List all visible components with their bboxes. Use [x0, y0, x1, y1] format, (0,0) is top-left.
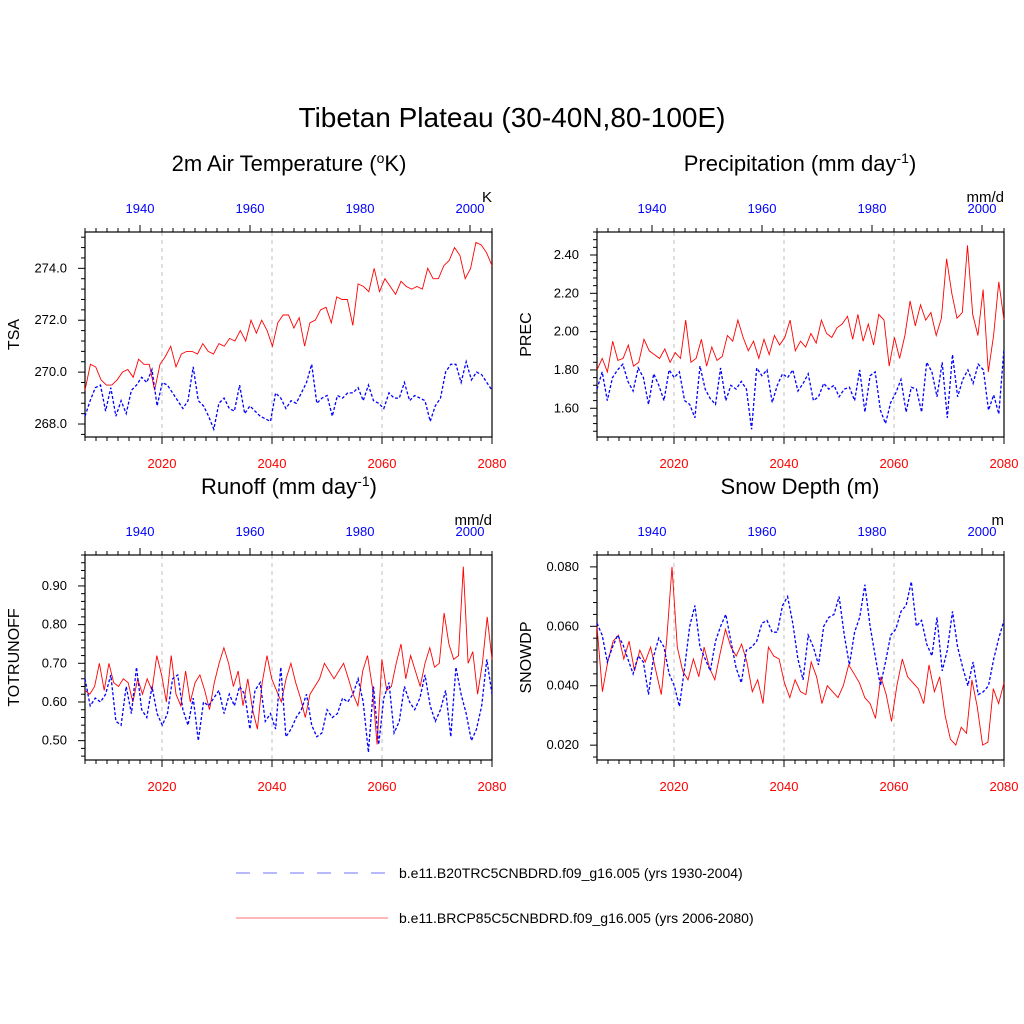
- ytick-label: 0.80: [42, 617, 67, 632]
- ytick-label: 2.20: [554, 285, 579, 300]
- panel-title-tsa: 2m Air Temperature (oK): [172, 150, 407, 176]
- unit-label-runoff: mm/d: [455, 512, 493, 529]
- panel-tsa: 2m Air Temperature (oK) 268.0 270.0 272.0 27…: [6, 150, 506, 471]
- panel-runoff: Runoff (mm day-1) 0.50 0.60 0.70 0.80 0.90 TOT…: [6, 473, 506, 794]
- ytick-label: 0.060: [546, 618, 579, 633]
- series-historical-tsa: [84, 359, 493, 432]
- xtick-top-label: 1980: [346, 201, 375, 216]
- ytick-label: 0.90: [42, 578, 67, 593]
- series-historical-prec: [596, 348, 1005, 430]
- xtick-top-label: 1940: [126, 524, 155, 539]
- xtick-top-label: 1940: [126, 201, 155, 216]
- xtick-bottom-label: 2080: [478, 779, 507, 794]
- ytick-label: 0.60: [42, 694, 67, 709]
- ytick-label: 2.40: [554, 247, 579, 262]
- unit-label-snowdp: m: [992, 512, 1005, 529]
- xtick-top-label: 1980: [858, 524, 887, 539]
- ylabel-runoff: TOTRUNOFF: [6, 608, 23, 707]
- xtick-bottom-label: 2080: [990, 779, 1019, 794]
- xtick-bottom-label: 2020: [148, 779, 177, 794]
- legend-label-historical: b.e11.B20TRC5CNBDRD.f09_g16.005 (yrs 193…: [399, 865, 743, 881]
- xtick-bottom-label: 2080: [990, 456, 1019, 471]
- plot-frame-tsa: [84, 231, 493, 438]
- xtick-bottom-label: 2020: [660, 456, 689, 471]
- panel-snowdp: Snow Depth (m) 0.020 0.040 0.060 0.080 SNOWDP…: [518, 474, 1018, 794]
- xtick-top-label: 2000: [456, 201, 485, 216]
- series-future-tsa: [84, 241, 493, 391]
- xtick-top-label: 1960: [236, 201, 265, 216]
- ytick-label: 1.60: [554, 400, 579, 415]
- ytick-label: 2.00: [554, 324, 579, 339]
- xtick-top-label: 1940: [638, 201, 667, 216]
- xtick-bottom-label: 2040: [258, 779, 287, 794]
- ytick-label: 270.0: [34, 364, 67, 379]
- xtick-top-label: 1980: [858, 201, 887, 216]
- ylabel-snowdp: SNOWDP: [518, 622, 535, 694]
- panels: 2m Air Temperature (oK) 268.0 270.0 272.0 27…: [6, 150, 1018, 794]
- xtick-top-label: 2000: [968, 201, 997, 216]
- panel-prec: Precipitation (mm day-1) 1.60 1.80 2.00 2.20…: [518, 150, 1018, 471]
- ytick-label: 0.50: [42, 733, 67, 748]
- xtick-top-label: 1960: [748, 524, 777, 539]
- ytick-label: 0.020: [546, 737, 579, 752]
- legend: b.e11.B20TRC5CNBDRD.f09_g16.005 (yrs 193…: [236, 865, 754, 926]
- xtick-bottom-label: 2040: [770, 779, 799, 794]
- xtick-bottom-label: 2080: [478, 456, 507, 471]
- series-historical-snowdp: [596, 581, 1005, 707]
- ytick-label: 0.70: [42, 655, 67, 670]
- unit-label-tsa: K: [482, 189, 492, 206]
- plot-frame-snowdp: [596, 554, 1005, 761]
- xtick-bottom-label: 2060: [880, 456, 909, 471]
- xtick-top-label: 2000: [456, 524, 485, 539]
- ylabel-prec: PREC: [518, 312, 535, 356]
- xtick-top-label: 1960: [748, 201, 777, 216]
- plot-frame-prec: [596, 231, 1005, 438]
- panel-title-snowdp: Snow Depth (m): [721, 474, 880, 499]
- xtick-bottom-label: 2040: [258, 456, 287, 471]
- xtick-bottom-label: 2060: [368, 779, 397, 794]
- ytick-label: 274.0: [34, 260, 67, 275]
- main-title: Tibetan Plateau (30-40N,80-100E): [299, 102, 726, 133]
- series-future-runoff: [84, 566, 493, 745]
- series-future-snowdp: [596, 566, 1005, 746]
- xtick-top-label: 2000: [968, 524, 997, 539]
- series-future-prec: [596, 245, 1005, 374]
- panel-title-prec: Precipitation (mm day-1): [684, 150, 917, 176]
- ytick-label: 272.0: [34, 312, 67, 327]
- ytick-label: 1.80: [554, 362, 579, 377]
- xtick-bottom-label: 2020: [660, 779, 689, 794]
- xtick-bottom-label: 2060: [368, 456, 397, 471]
- xtick-bottom-label: 2020: [148, 456, 177, 471]
- legend-label-future: b.e11.BRCP85C5CNBDRD.f09_g16.005 (yrs 20…: [399, 910, 754, 926]
- xtick-bottom-label: 2040: [770, 456, 799, 471]
- ylabel-tsa: TSA: [6, 319, 23, 350]
- ytick-label: 268.0: [34, 416, 67, 431]
- xtick-top-label: 1960: [236, 524, 265, 539]
- xtick-top-label: 1980: [346, 524, 375, 539]
- series-historical-runoff: [84, 659, 493, 753]
- unit-label-prec: mm/d: [967, 189, 1005, 206]
- xtick-top-label: 1940: [638, 524, 667, 539]
- panel-title-runoff: Runoff (mm day-1): [201, 473, 377, 499]
- ytick-label: 0.040: [546, 678, 579, 693]
- xtick-bottom-label: 2060: [880, 779, 909, 794]
- ytick-label: 0.080: [546, 559, 579, 574]
